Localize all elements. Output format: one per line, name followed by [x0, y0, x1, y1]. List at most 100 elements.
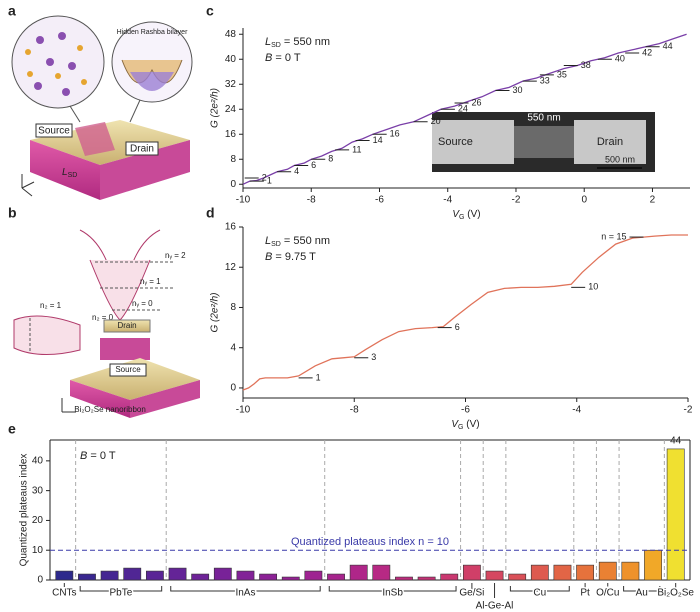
- ribbon-label: Bi₂O₂Se nanoribbon: [74, 405, 146, 414]
- drain-block: [103, 319, 151, 333]
- plateau-label: 38: [581, 60, 591, 70]
- x-tick-label: -2: [684, 405, 693, 416]
- illustration-b: nᵧ = 2 nᵧ = 1 nᵧ = 0 n₂ = 1 n₂ = 0 Drain…: [13, 229, 200, 418]
- condition-main: B: [265, 251, 272, 263]
- y-tick-label: 0: [230, 179, 236, 190]
- y-axis-label: G (2e²/h): [210, 88, 221, 128]
- inset-ribbon: [514, 126, 574, 158]
- callout: [69, 105, 81, 123]
- bar: [485, 570, 504, 581]
- y-tick-label: 0: [230, 383, 236, 394]
- plateau-label: 26: [472, 97, 482, 107]
- x-axis-label-rest: (V): [464, 419, 480, 430]
- x-tick-label: -6: [375, 195, 384, 206]
- x-axis-label-sub: G: [458, 424, 463, 431]
- plateau-label: 2: [262, 172, 267, 182]
- group-bracket: [509, 586, 570, 592]
- x-tick-label: -2: [512, 195, 521, 206]
- bubble-label: Hidden Rashba bilayer: [117, 29, 188, 36]
- subband: [89, 259, 151, 321]
- bar: [191, 573, 210, 581]
- y-tick-label: 16: [225, 129, 237, 140]
- y-axis-label: Quantized plateaus index: [19, 454, 30, 567]
- plateau-label: 40: [615, 54, 625, 64]
- rashba-band: [130, 72, 174, 91]
- reference-label: Quantized plateaus index n = 10: [291, 536, 449, 548]
- bar: [530, 564, 549, 581]
- bar: [123, 567, 142, 581]
- plateau-label: 30: [513, 85, 523, 95]
- level-label: n₂ = 0: [92, 313, 114, 322]
- bar: [55, 570, 74, 581]
- group-label: InAs: [235, 588, 255, 599]
- group-label: Au: [636, 588, 648, 599]
- x-tick-label: -8: [307, 195, 316, 206]
- length-main: L: [62, 167, 68, 178]
- plateau-label: 42: [642, 47, 652, 57]
- length-label: LSD: [62, 167, 77, 180]
- slab-front: [70, 380, 130, 418]
- bar: [417, 576, 436, 581]
- x-axis-label: VG (V): [451, 419, 479, 432]
- y-tick-label: 12: [225, 262, 237, 273]
- plateau-label: 14: [373, 135, 383, 145]
- inset-label: 500 nm: [605, 154, 635, 164]
- y-axis-label: G (2e²/h): [210, 292, 221, 332]
- bar: [598, 561, 617, 581]
- bar: [372, 564, 391, 581]
- y-tick-label: 48: [225, 29, 237, 40]
- x-tick-label: -4: [443, 195, 452, 206]
- x-axis-label-main: V: [452, 209, 460, 220]
- bar: [576, 564, 595, 581]
- y-tick-label: 4: [230, 342, 236, 353]
- y-tick-label: 16: [225, 222, 237, 233]
- bar: [304, 570, 323, 581]
- inset-label: Drain: [597, 136, 623, 148]
- slab-front: [30, 140, 100, 200]
- y-tick-label: 0: [37, 575, 43, 586]
- group-bracket: [328, 586, 457, 592]
- bar: [440, 573, 459, 581]
- bar: [462, 564, 481, 581]
- condition: B = 0 T: [265, 52, 301, 64]
- level-label: nᵧ = 2: [165, 251, 186, 260]
- label-box: [125, 141, 159, 156]
- plateau-label: 1: [267, 176, 272, 186]
- x-tick-label: -4: [572, 405, 581, 416]
- bar: [395, 576, 413, 581]
- atoms: [34, 32, 76, 96]
- bar: [213, 567, 232, 581]
- panel-label: c: [206, 3, 214, 19]
- inset-label: Source: [438, 136, 473, 148]
- crystal-bubble: [11, 15, 105, 109]
- bar: [553, 564, 572, 581]
- group-bracket: [623, 586, 661, 592]
- y-tick-label: 8: [230, 154, 236, 165]
- condition-rest: = 0 T: [87, 450, 116, 462]
- level-label: n₂ = 1: [40, 301, 62, 310]
- plateau-label: 8: [328, 154, 333, 164]
- x-axis-label-sub: G: [459, 214, 464, 221]
- y-tick-label: 8: [230, 302, 236, 313]
- plateau-label: 1: [316, 372, 321, 382]
- bar: [666, 448, 685, 581]
- data-line: [242, 234, 688, 391]
- x-tick-label: -8: [350, 405, 359, 416]
- panel-label: d: [206, 205, 215, 221]
- plateau-label: 16: [390, 129, 400, 139]
- bar: [644, 549, 662, 581]
- group-label: Ge/Si: [459, 588, 484, 599]
- condition-sub: SD: [271, 241, 281, 248]
- y-tick-label: 24: [225, 104, 237, 115]
- plateau-label: 20: [431, 116, 441, 126]
- condition-sub: SD: [271, 42, 281, 49]
- bar: [259, 573, 278, 581]
- condition-main: B: [80, 450, 87, 462]
- y-tick-label: 40: [225, 54, 237, 65]
- label-box: [35, 123, 73, 138]
- plateau-label: 44: [663, 41, 673, 51]
- slab-side: [130, 380, 200, 418]
- bar: [508, 573, 527, 581]
- condition-main: L: [265, 235, 271, 247]
